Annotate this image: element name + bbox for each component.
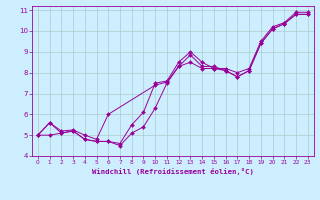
- X-axis label: Windchill (Refroidissement éolien,°C): Windchill (Refroidissement éolien,°C): [92, 168, 254, 175]
